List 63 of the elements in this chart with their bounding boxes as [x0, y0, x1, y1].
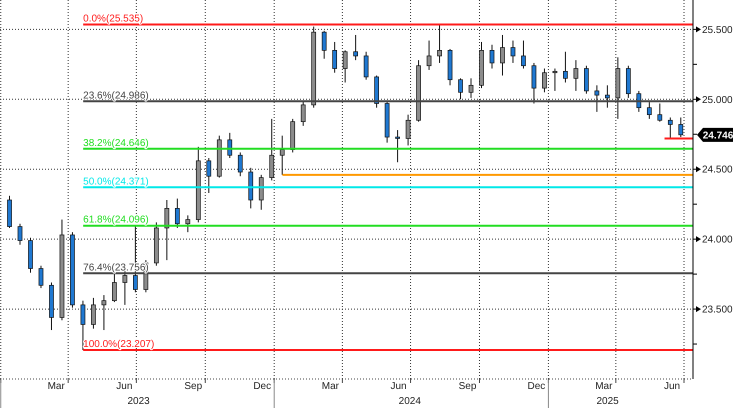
candlestick — [657, 102, 662, 122]
candlestick — [300, 100, 306, 126]
x-tick-label: Mar — [595, 381, 614, 392]
candlestick — [646, 102, 652, 120]
x-tick-label: Dec — [528, 381, 546, 392]
candlestick — [91, 297, 96, 330]
candlestick — [174, 198, 180, 228]
candlestick — [468, 78, 474, 98]
x-tick-label: Sep — [184, 381, 203, 392]
x2-tick-label: 2025 — [596, 396, 620, 407]
text: 24.746 — [702, 130, 733, 142]
series-label: 50.0%(24.371) — [83, 176, 149, 188]
series-label: 100.0%(23.207) — [83, 339, 154, 350]
x-tick-label: Mar — [48, 381, 66, 392]
x-tick-label: Jun — [116, 381, 132, 392]
candlestick — [574, 60, 578, 92]
candlestick — [406, 114, 410, 146]
x-tick-label: Dec — [253, 381, 272, 392]
candlestick — [458, 78, 463, 100]
candlestick — [395, 130, 400, 163]
candlestick — [353, 34, 358, 61]
candlestick — [269, 118, 274, 181]
candlestick — [18, 223, 22, 246]
candlestick — [364, 51, 368, 80]
candlestick — [532, 62, 536, 104]
candlestick — [342, 50, 348, 84]
series-label: 23.6%(24.986) — [83, 90, 149, 102]
series-label: 61.8%(24.096) — [83, 214, 149, 226]
series-label: 0.0%(25.535) — [83, 13, 144, 24]
candlestick — [594, 84, 600, 112]
candlestick — [490, 44, 494, 70]
y-tick-label: 25.000 — [702, 94, 733, 106]
candlestick — [563, 51, 568, 84]
candlestick — [322, 30, 327, 60]
candlestick — [38, 265, 44, 289]
candlestick — [238, 152, 243, 177]
y-tick-label: 24.500 — [702, 164, 733, 176]
candlestick — [542, 68, 547, 93]
candlestick — [426, 40, 432, 70]
candlestick — [332, 41, 338, 74]
candlestick — [80, 300, 86, 351]
x-tick-label: Jun — [664, 381, 680, 392]
y-tick-label: 23.500 — [702, 304, 733, 316]
candlestick — [206, 158, 212, 194]
candlestick — [552, 68, 558, 92]
candlestick — [668, 116, 673, 139]
y-tick-label: 24.000 — [702, 234, 733, 246]
candlestick — [521, 40, 526, 70]
candlestick — [510, 40, 516, 64]
x-tick-label: Sep — [458, 381, 477, 392]
candlestick — [584, 65, 589, 94]
y-tick-label: 25.500 — [702, 24, 733, 36]
candlestick — [678, 116, 684, 138]
x2-tick-label: 2024 — [398, 396, 422, 407]
candlestick — [604, 84, 610, 108]
candlestick — [437, 24, 442, 64]
x-tick-label: Jun — [390, 381, 407, 392]
candlestick — [500, 34, 505, 76]
candlestick — [102, 294, 106, 331]
candlestick — [185, 214, 190, 233]
x-tick-label: Mar — [322, 381, 340, 392]
x2-tick-label: 2023 — [127, 396, 150, 407]
series-label: 38.2%(24.646) — [83, 138, 149, 149]
